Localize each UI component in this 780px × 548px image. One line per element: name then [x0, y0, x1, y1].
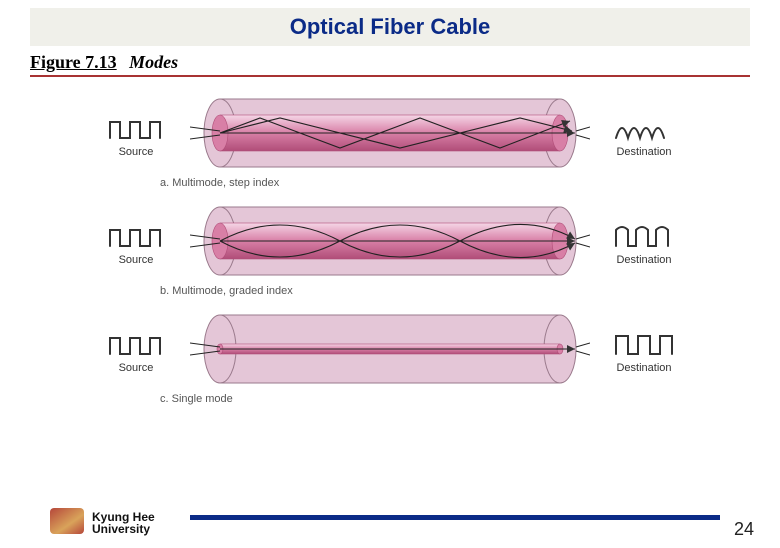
source-label: Source [94, 146, 178, 158]
fiber-wrap [190, 91, 590, 175]
destination-endcap: Destination [602, 216, 686, 266]
source-endcap: Source [94, 108, 178, 158]
page-title: Optical Fiber Cable [30, 14, 750, 40]
figure-heading: Figure 7.13 Modes [30, 52, 750, 77]
figure-number: Figure 7.13 [30, 52, 117, 72]
source-label: Source [94, 254, 178, 266]
page-number: 24 [734, 519, 754, 540]
destination-label: Destination [602, 146, 686, 158]
source-label: Source [94, 362, 178, 374]
fiber-wrap [190, 199, 590, 283]
destination-label: Destination [602, 362, 686, 374]
fiber-svg-step [190, 91, 590, 175]
diagram-area: Source Destination a. Multimode, step inde… [50, 91, 730, 405]
source-endcap: Source [94, 324, 178, 374]
footer-rule [190, 515, 720, 520]
destination-endcap: Destination [602, 108, 686, 158]
source-endcap: Source [94, 216, 178, 266]
fiber-svg-graded [190, 199, 590, 283]
footer: Kyung Hee University 24 [0, 500, 780, 540]
mode-caption-single: c. Single mode [160, 393, 730, 405]
mode-caption-graded: b. Multimode, graded index [160, 285, 730, 297]
figure-name: Modes [129, 52, 178, 72]
fiber-wrap [190, 307, 590, 391]
title-bar: Optical Fiber Cable [30, 8, 750, 46]
mode-row-graded: Source Destination [50, 199, 730, 283]
destination-endcap: Destination [602, 324, 686, 374]
university-logo-icon [50, 508, 84, 534]
mode-row-single: Source Destination [50, 307, 730, 391]
mode-row-step: Source Destination [50, 91, 730, 175]
fiber-svg-single [190, 307, 590, 391]
university-name: Kyung Hee University [92, 511, 155, 536]
mode-caption-step: a. Multimode, step index [160, 177, 730, 189]
destination-label: Destination [602, 254, 686, 266]
